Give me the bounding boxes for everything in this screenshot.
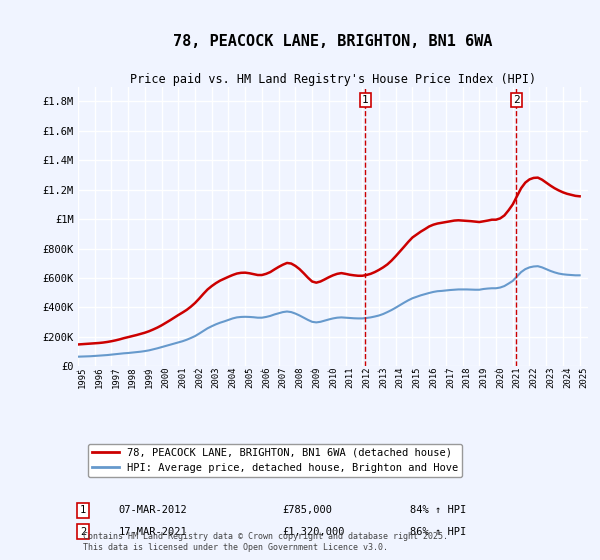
Text: 2022: 2022 [529, 366, 538, 388]
Text: 2017: 2017 [446, 366, 455, 388]
Text: 2010: 2010 [329, 366, 338, 388]
Text: 1: 1 [80, 505, 86, 515]
Text: 2000: 2000 [161, 366, 170, 388]
Text: 1998: 1998 [128, 366, 137, 388]
Text: 2: 2 [80, 527, 86, 537]
Text: 2024: 2024 [563, 366, 572, 388]
Text: 1996: 1996 [95, 366, 104, 388]
Text: 1997: 1997 [112, 366, 121, 388]
Text: Price paid vs. HM Land Registry's House Price Index (HPI): Price paid vs. HM Land Registry's House … [130, 73, 536, 86]
Text: 2: 2 [513, 95, 520, 105]
Text: 2016: 2016 [429, 366, 438, 388]
Text: £1,320,000: £1,320,000 [282, 527, 344, 537]
Text: 1999: 1999 [145, 366, 154, 388]
Text: 2023: 2023 [546, 366, 555, 388]
Text: 86% ↑ HPI: 86% ↑ HPI [409, 527, 466, 537]
Text: 78, PEACOCK LANE, BRIGHTON, BN1 6WA: 78, PEACOCK LANE, BRIGHTON, BN1 6WA [173, 34, 493, 49]
Text: 2014: 2014 [396, 366, 405, 388]
Text: 2004: 2004 [229, 366, 238, 388]
Text: 2005: 2005 [245, 366, 254, 388]
Text: 1995: 1995 [78, 366, 87, 388]
Text: 2011: 2011 [346, 366, 355, 388]
Text: 2003: 2003 [212, 366, 221, 388]
Text: 17-MAR-2021: 17-MAR-2021 [119, 527, 188, 537]
Text: 2018: 2018 [463, 366, 472, 388]
Text: 2021: 2021 [513, 366, 522, 388]
Text: £785,000: £785,000 [282, 505, 332, 515]
Text: 2015: 2015 [412, 366, 421, 388]
Text: 2025: 2025 [580, 366, 589, 388]
Text: 2001: 2001 [178, 366, 187, 388]
Text: 2006: 2006 [262, 366, 271, 388]
Text: 2007: 2007 [278, 366, 287, 388]
Text: 2019: 2019 [479, 366, 488, 388]
Legend: 78, PEACOCK LANE, BRIGHTON, BN1 6WA (detached house), HPI: Average price, detach: 78, PEACOCK LANE, BRIGHTON, BN1 6WA (det… [88, 444, 462, 477]
Text: 2013: 2013 [379, 366, 388, 388]
Text: 2012: 2012 [362, 366, 371, 388]
Text: 2008: 2008 [295, 366, 304, 388]
Text: 1: 1 [362, 95, 368, 105]
Text: 2009: 2009 [312, 366, 321, 388]
Text: 2002: 2002 [195, 366, 204, 388]
Text: 07-MAR-2012: 07-MAR-2012 [119, 505, 188, 515]
Text: Contains HM Land Registry data © Crown copyright and database right 2025.
This d: Contains HM Land Registry data © Crown c… [83, 533, 448, 552]
Text: 84% ↑ HPI: 84% ↑ HPI [409, 505, 466, 515]
Text: 2020: 2020 [496, 366, 505, 388]
